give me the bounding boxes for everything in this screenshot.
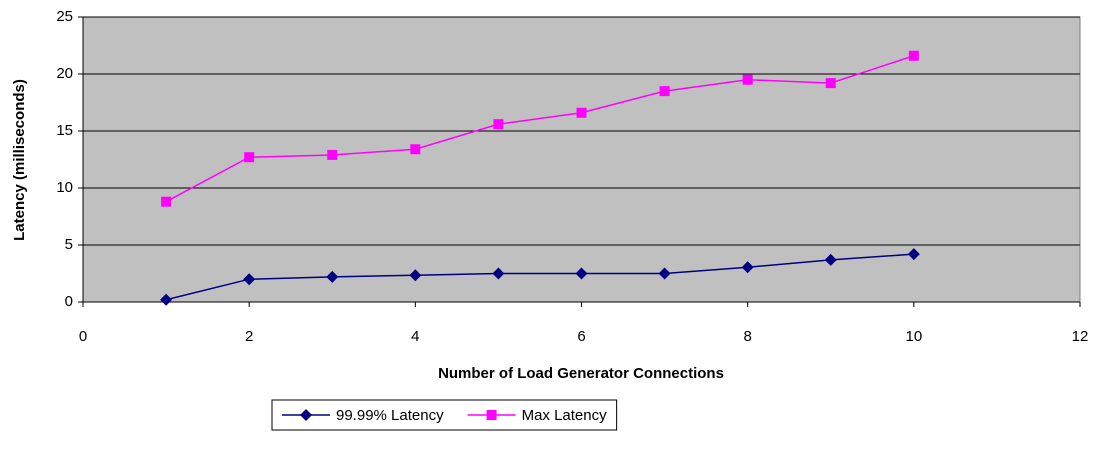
marker: [493, 119, 504, 130]
marker: [742, 74, 753, 85]
series-line: [165, 253, 914, 301]
marker: [658, 267, 671, 280]
legend-label: 99.99% Latency: [336, 407, 444, 424]
marker: [576, 107, 587, 118]
marker: [741, 261, 754, 274]
marker: [907, 248, 920, 261]
marker: [161, 196, 172, 207]
marker: [327, 149, 338, 160]
x-tick-label: 4: [411, 328, 419, 345]
y-tick-label: 20: [56, 65, 73, 82]
y-tick-label: 15: [56, 122, 73, 139]
marker: [243, 273, 256, 286]
x-tick-label: 8: [743, 328, 751, 345]
marker: [659, 86, 670, 97]
marker: [160, 293, 173, 306]
x-axis-label: Number of Load Generator Connections: [438, 365, 724, 382]
y-tick-label: 5: [65, 236, 73, 253]
marker: [908, 50, 919, 61]
legend-label: Max Latency: [522, 407, 608, 424]
marker: [492, 267, 505, 280]
x-tick-label: 0: [79, 328, 87, 345]
marker: [244, 152, 255, 163]
y-tick-label: 10: [56, 179, 73, 196]
y-tick-label: 0: [65, 293, 73, 310]
marker: [410, 144, 421, 155]
marker: [300, 409, 312, 421]
marker: [575, 267, 588, 280]
series-line: [165, 55, 915, 203]
marker: [486, 410, 497, 420]
x-tick-label: 12: [1072, 328, 1089, 345]
plot-area: [82, 16, 1081, 303]
marker: [825, 78, 836, 89]
x-tick-label: 10: [905, 328, 922, 345]
marker: [326, 270, 339, 283]
marker: [824, 253, 837, 266]
marker: [409, 269, 422, 282]
x-tick-label: 2: [245, 328, 253, 345]
y-tick-label: 25: [56, 8, 73, 25]
y-axis-label: Latency (milliseconds): [11, 79, 28, 241]
x-tick-label: 6: [577, 328, 585, 345]
